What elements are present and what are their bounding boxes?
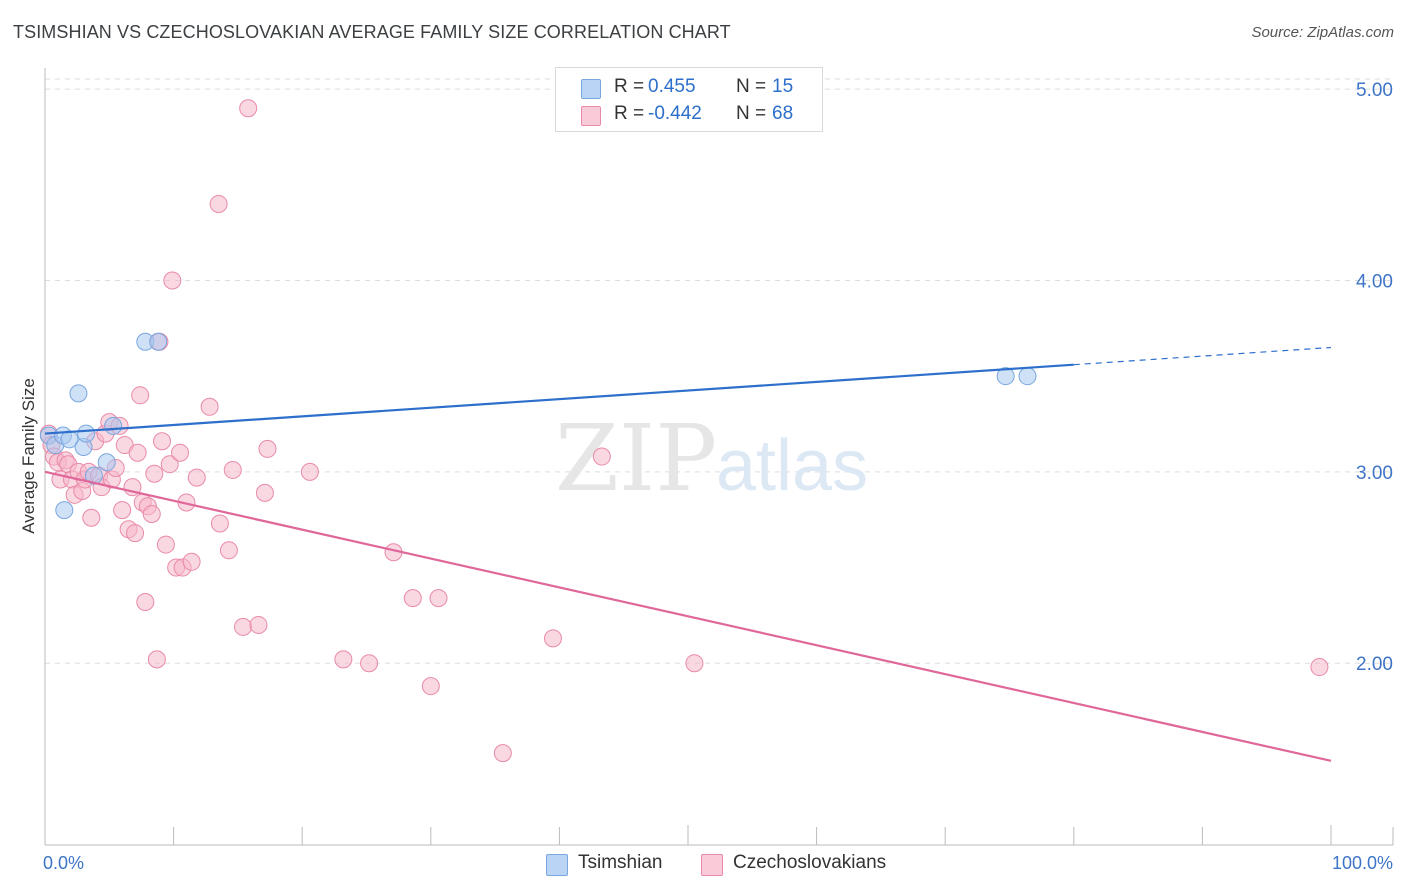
czechoslovakian-point xyxy=(156,535,175,554)
czechoslovakian-point xyxy=(239,99,258,118)
tsimshian-point xyxy=(55,501,74,520)
y-tick-label: 3.00 xyxy=(1356,463,1393,484)
czechoslovakian-point xyxy=(200,397,219,416)
czechoslovakian-point xyxy=(334,650,353,669)
czechoslovakian-point xyxy=(153,432,172,451)
grid xyxy=(45,78,1393,664)
x-tick-label-max: 100.0% xyxy=(1332,853,1393,873)
legend-n-value: 15 xyxy=(772,76,794,97)
source-label: Source: ZipAtlas.com xyxy=(1251,24,1394,41)
tsimshian-trend-extension xyxy=(1073,346,1332,366)
czechoslovakian-point xyxy=(249,615,268,634)
legend-n-label: N = xyxy=(736,103,767,124)
bottom-legend-label: Tsimshian xyxy=(578,852,663,873)
tsimshian-point xyxy=(1018,367,1037,386)
czechoslovakian-point xyxy=(685,654,704,673)
czechoslovakian-trend-line xyxy=(44,470,1332,762)
czechoslovakian-point xyxy=(145,464,164,483)
legend-r-label: R = xyxy=(614,103,645,124)
legend-row-tsimshian: R = 0.455 N = 15 xyxy=(556,76,822,100)
legend: R = 0.455 N = 15 R = -0.442 N = 68 xyxy=(555,67,823,132)
legend-row-czechoslovakians: R = -0.442 N = 68 xyxy=(556,103,822,127)
czechoslovakian-point xyxy=(223,460,242,479)
tsimshian-point xyxy=(996,367,1015,386)
tsimshian-trend-line xyxy=(44,363,1074,435)
y-axis-label: Average Family Size xyxy=(19,378,38,534)
tsimshian-point xyxy=(149,332,168,351)
czechoslovakian-point xyxy=(421,677,440,696)
legend-r-label: R = xyxy=(614,76,645,97)
legend-swatch-pink xyxy=(581,106,601,126)
czechoslovakian-point xyxy=(403,589,422,608)
watermark-zip: ZIP xyxy=(555,405,717,512)
czechoslovakian-point xyxy=(592,447,611,466)
czechoslovakian-point xyxy=(136,592,155,611)
bottom-legend-swatch-pink xyxy=(701,854,723,876)
y-tick-label: 5.00 xyxy=(1356,80,1393,101)
czechoslovakian-point xyxy=(128,443,147,462)
czechoslovakian-point xyxy=(160,455,179,474)
czechoslovakian-point xyxy=(493,744,512,763)
czechoslovakian-point xyxy=(147,650,166,669)
y-tick-label: 4.00 xyxy=(1356,271,1393,292)
tsimshian-point xyxy=(97,453,116,472)
czechoslovakian-point xyxy=(1310,658,1329,677)
czechoslovakian-point xyxy=(113,501,132,520)
czechoslovakian-point xyxy=(209,194,228,213)
tsimshian-point xyxy=(84,466,103,485)
legend-r-value: -0.442 xyxy=(648,103,702,124)
czechoslovakian-point xyxy=(300,462,319,481)
czechoslovakian-point xyxy=(258,439,277,458)
axes: 2.00 3.00 4.00 5.00 xyxy=(44,68,1394,846)
czechoslovakian-point xyxy=(82,508,101,527)
czechoslovakian-point xyxy=(171,443,190,462)
czechoslovakian-point xyxy=(543,629,562,648)
scatter-points xyxy=(39,99,1329,763)
trend-lines xyxy=(44,346,1332,762)
legend-n-label: N = xyxy=(736,76,767,97)
tsimshian-point xyxy=(104,416,123,435)
legend-n-value: 68 xyxy=(772,103,794,124)
czechoslovakian-point xyxy=(360,654,379,673)
czechoslovakian-point xyxy=(182,552,201,571)
y-tick-label: 2.00 xyxy=(1356,654,1393,675)
chart-title: TSIMSHIAN VS CZECHOSLOVAKIAN AVERAGE FAM… xyxy=(13,22,731,42)
czechoslovakian-point xyxy=(142,504,161,523)
legend-swatch-blue xyxy=(581,79,601,99)
czechoslovakian-point xyxy=(255,483,274,502)
tsimshian-point xyxy=(60,430,79,449)
tsimshian-point xyxy=(69,384,88,403)
x-tick-label-min: 0.0% xyxy=(43,853,84,873)
czechoslovakian-point xyxy=(219,541,238,560)
watermark-atlas: atlas xyxy=(716,426,868,506)
bottom-legend-swatch-blue xyxy=(546,854,568,876)
czechoslovakian-point xyxy=(187,468,206,487)
czechoslovakian-point xyxy=(163,271,182,290)
legend-r-value: 0.455 xyxy=(648,76,696,97)
czechoslovakian-point xyxy=(131,386,150,405)
czechoslovakian-point xyxy=(429,589,448,608)
czechoslovakian-point xyxy=(234,617,253,636)
tsimshian-point xyxy=(77,424,96,443)
czechoslovakian-point xyxy=(126,524,145,543)
czechoslovakian-point xyxy=(210,514,229,533)
bottom-legend-label: Czechoslovakians xyxy=(733,852,887,873)
